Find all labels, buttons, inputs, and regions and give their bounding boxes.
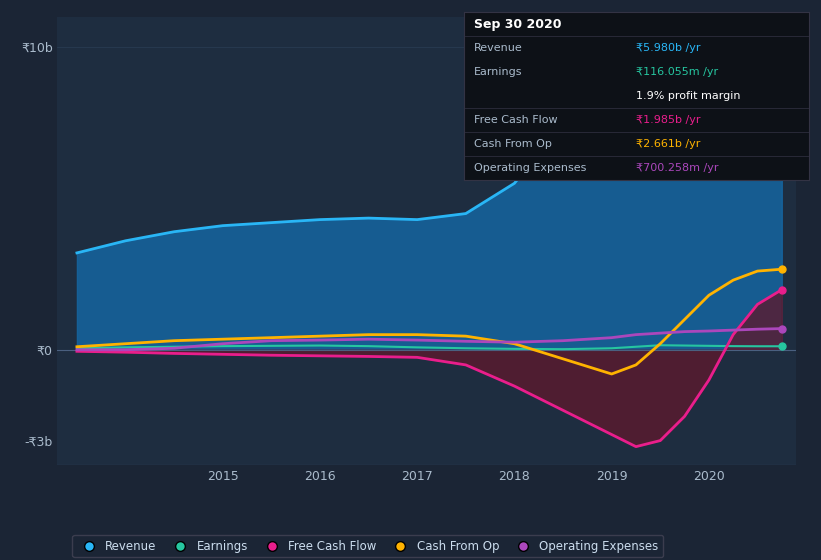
Text: Cash From Op: Cash From Op bbox=[475, 139, 552, 150]
Text: 1.9% profit margin: 1.9% profit margin bbox=[636, 91, 741, 101]
Text: ₹116.055m /yr: ₹116.055m /yr bbox=[636, 67, 718, 77]
Text: Operating Expenses: Operating Expenses bbox=[475, 164, 586, 174]
Text: ₹5.980b /yr: ₹5.980b /yr bbox=[636, 43, 701, 53]
Text: Earnings: Earnings bbox=[475, 67, 523, 77]
Text: Sep 30 2020: Sep 30 2020 bbox=[475, 18, 562, 31]
Text: ₹1.985b /yr: ₹1.985b /yr bbox=[636, 115, 701, 125]
Text: ₹700.258m /yr: ₹700.258m /yr bbox=[636, 164, 718, 174]
Legend: Revenue, Earnings, Free Cash Flow, Cash From Op, Operating Expenses: Revenue, Earnings, Free Cash Flow, Cash … bbox=[72, 535, 663, 557]
Text: Free Cash Flow: Free Cash Flow bbox=[475, 115, 557, 125]
Text: Revenue: Revenue bbox=[475, 43, 523, 53]
Text: ₹2.661b /yr: ₹2.661b /yr bbox=[636, 139, 700, 150]
